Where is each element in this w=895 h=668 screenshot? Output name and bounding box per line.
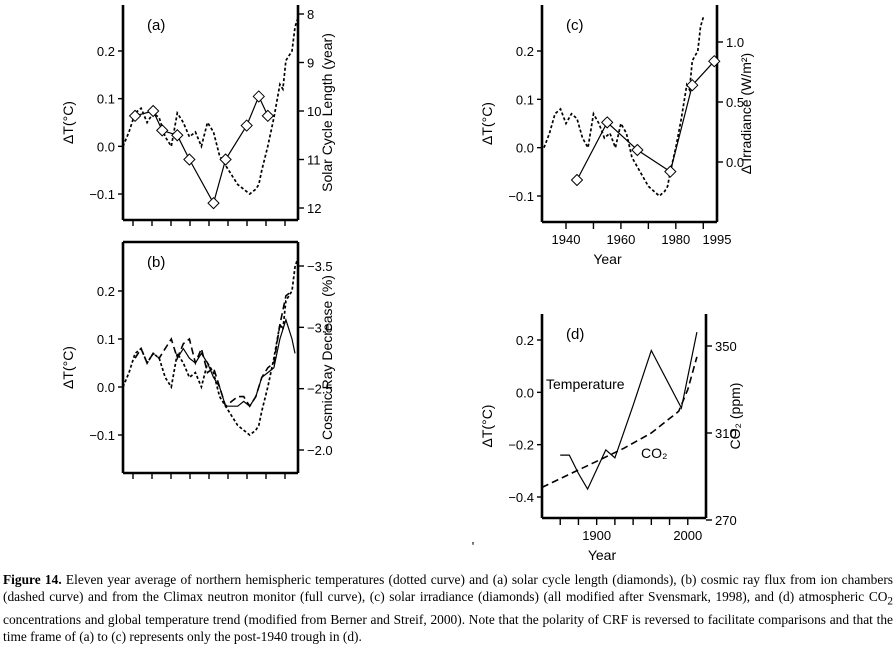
panel-a-diamond-marker (156, 124, 169, 137)
panel-d-left-tick-label: −0.4 (508, 490, 534, 505)
panel-a-right-tick-label: 12 (307, 201, 321, 216)
panel-a-diamond-marker (128, 109, 142, 123)
panel-a-left-axis-title: ΔT(°C) (60, 101, 76, 144)
panel-d-right-tick-label: 270 (715, 513, 737, 528)
panel-a-diamond-marker (171, 129, 184, 142)
panel-b-left-tick-label: −0.1 (89, 428, 115, 443)
panel-b-left-tick-label: 0.2 (97, 284, 115, 299)
panel-d-left-tick-label: 0.2 (516, 333, 534, 348)
panel-a-diamond-marker (183, 153, 196, 166)
panel-d-series-1-line (541, 356, 698, 489)
panel-c-diamond-marker (570, 173, 584, 187)
panel-c-left-axis-title: ΔT(°C) (479, 102, 495, 145)
stray-marker: ' (472, 539, 474, 554)
panel-d-annotation-co2: CO₂ (641, 445, 667, 461)
panel-a-right-axis-title: Solar Cycle Length (year) (319, 33, 335, 192)
panel-c-x-tick-label: 1940 (552, 232, 581, 247)
panel-c-right-tick-label: 0.0 (726, 155, 744, 170)
panel-a-right-tick-label: 9 (307, 56, 314, 71)
panel-a-diamond-marker (240, 119, 253, 132)
panel-c-diamond-marker (600, 116, 614, 129)
panel-b-left-tick-label: 0.0 (97, 380, 115, 395)
panel-c-diamond-marker (708, 54, 721, 68)
panel-b-series-1-line (134, 290, 293, 408)
panel-c-left-tick-label: 0.0 (516, 141, 534, 156)
panel-c-right-tick-label: 0.5 (726, 95, 744, 110)
panel-a-left-tick-label: 0.1 (97, 92, 115, 107)
panel-d-x-axis-title: Year (588, 547, 617, 563)
panel-a-right-tick-label: 10 (307, 104, 321, 119)
panel-d-x-tick-label: 2000 (673, 528, 702, 543)
panel-a-right-tick-label: 8 (307, 7, 314, 22)
panel-c-x-axis-title: Year (593, 251, 622, 267)
panel-c-series-1-line (576, 60, 715, 181)
panel-a-diamond-marker (146, 104, 160, 118)
panel-a-diamond-marker (261, 109, 275, 123)
panel-c-series-0-line (543, 16, 705, 198)
panel-d-series-0-line (560, 331, 698, 491)
panel-a-series-1-line (134, 94, 269, 205)
panel-c-right-tick-label: 1.0 (726, 35, 744, 50)
caption-co2-subscript: 2 (887, 595, 893, 608)
panel-d-left-tick-label: 0.0 (516, 385, 534, 400)
panel-a-diamond-marker (219, 153, 232, 166)
panel-b-series-2-line (176, 317, 296, 408)
panel-a-left-tick-label: 0.0 (97, 139, 115, 154)
panel-b-right-tick-label: −2.5 (307, 382, 333, 397)
panel-a-diamond-marker (252, 90, 265, 103)
panel-c-x-tick-label: 1995 (703, 232, 732, 247)
panel-c-x-tick-label: 1980 (661, 232, 690, 247)
panel-d-right-tick-label: 310 (715, 426, 737, 441)
panel-c-diamond-marker (664, 165, 677, 178)
panel-c-left-tick-label: −0.1 (508, 189, 534, 204)
panel-d-x-tick-label: 1900 (582, 528, 611, 543)
panel-a-diamond-marker (207, 196, 220, 210)
panel-d-annotation-temperature: Temperature (546, 376, 625, 392)
panel-c-x-tick-label: 1960 (606, 232, 635, 247)
panel-d-label: (d) (566, 326, 584, 343)
panel-a-left-tick-label: 0.2 (97, 44, 115, 59)
panel-d-left-tick-label: −0.2 (508, 438, 534, 453)
panel-a-right-tick-label: 11 (307, 153, 321, 168)
caption-label: Figure 14. (3, 572, 62, 587)
panel-a-label: (a) (147, 17, 165, 34)
panel-d-right-axis-title: CO₂ (ppm) (727, 383, 743, 450)
panel-b-left-tick-label: 0.1 (97, 332, 115, 347)
panel-c-right-axis-title: Δ Irradiance (W/m²) (738, 53, 754, 174)
panel-c-left-tick-label: 0.1 (516, 92, 534, 107)
caption-text-1: Eleven year average of northern hemisphe… (3, 572, 893, 604)
panel-b-series-0-line (122, 257, 299, 437)
caption-text-2: concentrations and global temperature tr… (3, 611, 893, 644)
panel-c-diamond-marker (631, 143, 644, 157)
panel-a-left-tick-label: −0.1 (89, 187, 115, 202)
panel-c-left-tick-label: 0.2 (516, 44, 534, 59)
panel-b-right-tick-label: −2.0 (307, 443, 333, 458)
panel-b-right-tick-label: −3.0 (307, 320, 333, 335)
panel-b-right-tick-label: −3.5 (307, 259, 333, 274)
panel-a-series-0-line (122, 17, 299, 196)
panel-b-right-axis-title: Cosmic Ray Decrease (%) (319, 275, 335, 440)
panel-d-right-tick-label: 350 (715, 339, 737, 354)
panel-c-label: (c) (566, 17, 584, 34)
panel-c-diamond-marker (686, 78, 699, 92)
figure-caption: Figure 14. Eleven year average of northe… (3, 571, 893, 645)
panel-b-left-axis-title: ΔT(°C) (60, 346, 76, 389)
panel-d-left-axis-title: ΔT(°C) (479, 405, 495, 448)
panel-b-label: (b) (147, 254, 165, 271)
